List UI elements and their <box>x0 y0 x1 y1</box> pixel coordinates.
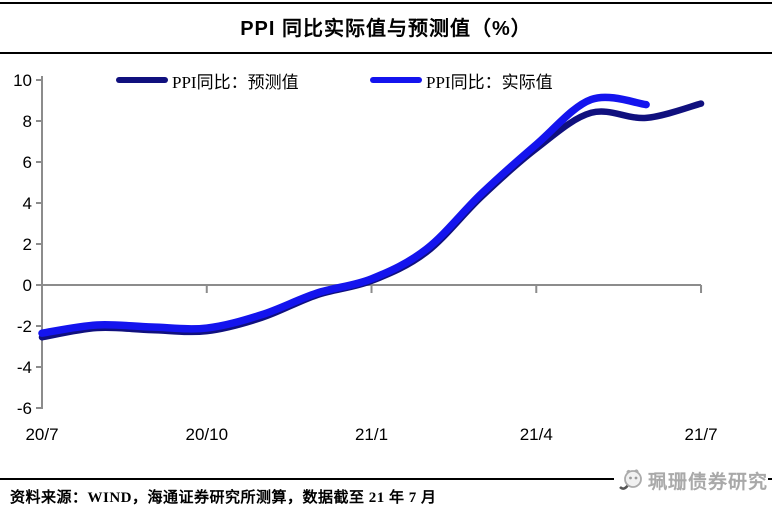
watermark-text: 珮珊债券研究 <box>647 471 768 493</box>
forecast-line-swatch <box>116 77 168 83</box>
title-rule <box>0 52 772 54</box>
watermark-logo-icon <box>619 469 642 490</box>
top-rule <box>0 2 772 4</box>
chart-legend: PPI同比：预测值 PPI同比：实际值 <box>0 67 772 93</box>
y-tick-label: 0 <box>23 276 32 295</box>
actual-line-swatch <box>370 77 422 83</box>
y-tick-label: 8 <box>23 112 32 131</box>
x-tick-label: 21/4 <box>520 425 553 444</box>
legend-label-actual: PPI同比：实际值 <box>426 72 553 92</box>
y-tick-label: 2 <box>23 235 32 254</box>
y-tick-label: 6 <box>23 153 32 172</box>
x-tick-label: 21/1 <box>355 425 388 444</box>
x-tick-label: 20/7 <box>25 425 58 444</box>
y-tick-label: 4 <box>23 194 32 213</box>
actual-line <box>38 93 650 337</box>
legend-label-forecast: PPI同比：预测值 <box>172 72 299 92</box>
y-tick-label: 10 <box>13 71 32 90</box>
footer-rule <box>0 478 772 480</box>
x-tick-label: 21/7 <box>684 425 717 444</box>
y-tick-label: -6 <box>17 399 32 418</box>
legend-item-actual: PPI同比：实际值 <box>370 67 553 93</box>
watermark: 珮珊债券研究 <box>613 462 768 498</box>
legend-item-forecast: PPI同比：预测值 <box>116 67 299 93</box>
chart-title: PPI 同比实际值与预测值（%） <box>240 18 532 40</box>
x-tick-label: 20/10 <box>185 425 228 444</box>
y-tick-label: -4 <box>17 358 32 377</box>
forecast-line <box>38 100 705 341</box>
y-tick-label: -2 <box>17 317 32 336</box>
source-note: 资料来源：WIND，海通证券研究所测算，数据截至 21 年 7 月 <box>10 490 437 506</box>
